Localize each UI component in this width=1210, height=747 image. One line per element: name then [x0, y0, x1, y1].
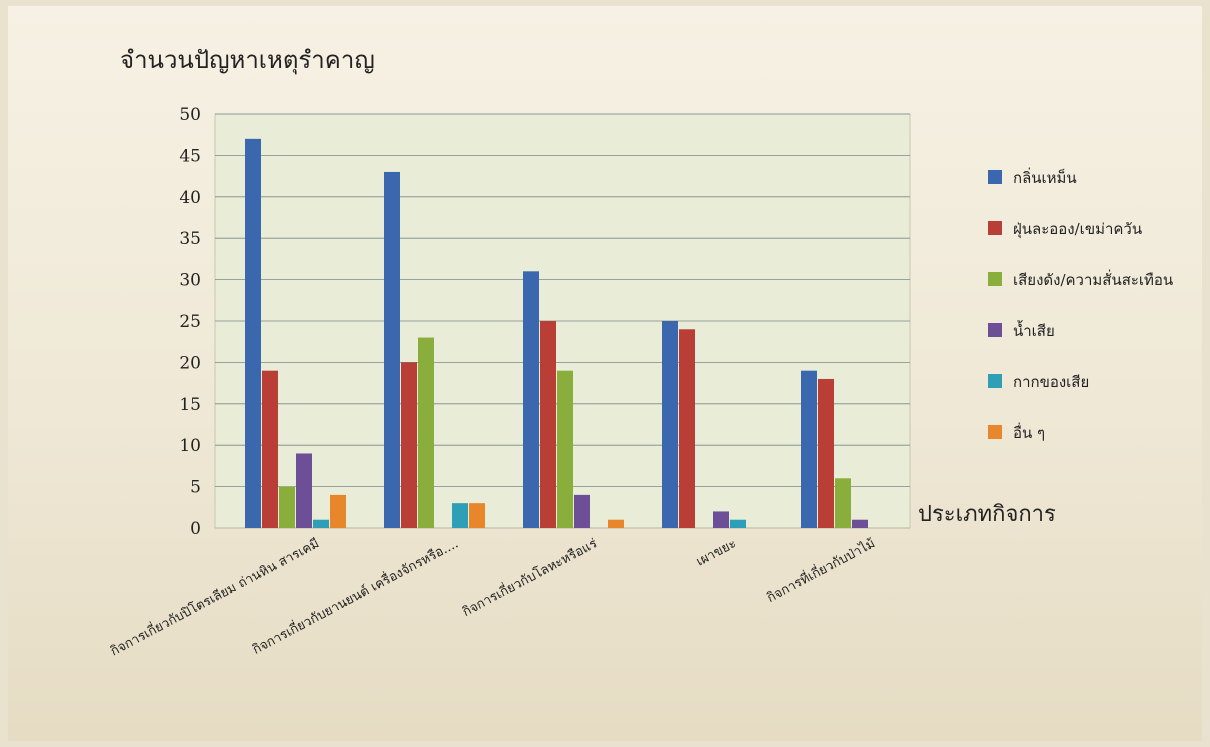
x-tick-label: กิจการเกี่ยวกับปิโตรเลียม ถ่านหิน สารเคม… — [107, 535, 322, 660]
bar — [835, 478, 851, 528]
y-tick-label: 30 — [179, 271, 201, 291]
legend-swatch — [988, 374, 1002, 388]
y-tick-label: 35 — [179, 229, 201, 249]
bar — [330, 494, 346, 528]
bar — [540, 321, 556, 528]
bar — [296, 453, 312, 528]
y-tick-label: 5 — [190, 478, 201, 498]
y-tick-label: 0 — [190, 519, 201, 539]
x-axis-categories: กิจการเกี่ยวกับปิโตรเลียม ถ่านหิน สารเคม… — [107, 535, 878, 660]
legend-swatch — [988, 221, 1002, 235]
legend-swatch — [988, 425, 1002, 439]
legend-label: กลิ่นเหม็น — [1013, 167, 1077, 187]
bar — [713, 511, 729, 528]
x-tick-label: กิจการที่เกี่ยวกับป่าไม้ — [764, 535, 878, 607]
legend-swatch — [988, 170, 1002, 184]
y-tick-label: 50 — [179, 105, 201, 125]
bar — [574, 494, 590, 528]
x-tick-label: กิจการเกี่ยวกับยานยนต์ เครื่องจักรหรือ..… — [249, 535, 461, 658]
bar — [730, 519, 746, 528]
x-tick-label: เผาขยะ — [694, 536, 739, 569]
bar — [245, 138, 261, 528]
legend-swatch — [988, 323, 1002, 337]
legend: กลิ่นเหม็นฝุ่นละออง/เขม่าควันเสียงดัง/คว… — [988, 167, 1173, 442]
bar — [557, 370, 573, 528]
legend-label: เสียงดัง/ความสั่นสะเทือน — [1013, 269, 1173, 289]
bar — [401, 362, 417, 528]
bar — [801, 370, 817, 528]
bar — [523, 271, 539, 528]
y-tick-label: 15 — [179, 395, 201, 415]
y-tick-label: 45 — [179, 146, 201, 166]
y-tick-label: 10 — [179, 436, 201, 456]
bar — [818, 378, 834, 528]
legend-label: ฝุ่นละออง/เขม่าควัน — [1013, 220, 1142, 239]
bar — [418, 337, 434, 528]
y-axis-title: จำนวนปัญหาเหตุรำคาญ — [120, 46, 375, 75]
bar — [262, 370, 278, 528]
y-axis-ticks: 0 5 10 15 20 25 30 35 40 45 50 — [179, 105, 201, 539]
y-tick-label: 25 — [179, 312, 201, 332]
bar — [452, 503, 468, 528]
bar — [384, 171, 400, 528]
bars — [245, 138, 868, 528]
x-axis-title: ประเภทกิจการ — [918, 502, 1056, 527]
legend-swatch — [988, 272, 1002, 286]
bar — [852, 519, 868, 528]
legend-label: น้ำเสีย — [1013, 320, 1055, 340]
legend-label: กากของเสีย — [1013, 373, 1089, 391]
bar — [608, 519, 624, 528]
bar-chart: จำนวนปัญหาเหตุรำคาญ 0 5 10 15 20 25 30 35 40 45 50… — [107, 46, 1173, 660]
legend-label: อื่น ๆ — [1013, 422, 1045, 442]
x-tick-label: กิจการเกี่ยวกับโลหะหรือแร่ — [459, 535, 600, 621]
bar — [469, 503, 485, 528]
bar — [279, 486, 295, 528]
y-tick-label: 40 — [179, 188, 201, 208]
y-tick-label: 20 — [179, 353, 201, 373]
bar — [313, 519, 329, 528]
chart-panel: จำนวนปัญหาเหตุรำคาญ 0 5 10 15 20 25 30 35 40 45 50… — [8, 6, 1202, 741]
bar — [662, 321, 678, 528]
bar — [679, 329, 695, 528]
